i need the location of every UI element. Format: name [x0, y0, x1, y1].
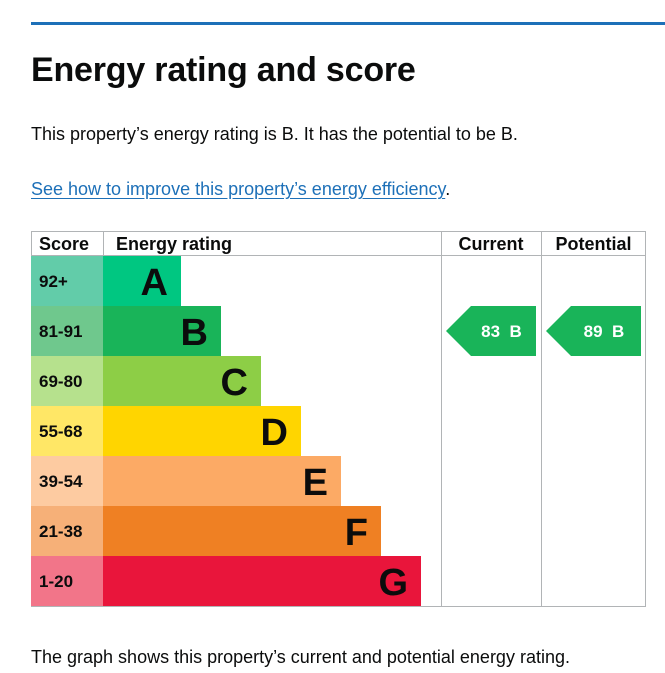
improve-efficiency-link[interactable]: See how to improve this property’s energ…	[31, 179, 446, 199]
score-range-g: 1-20	[39, 572, 73, 591]
band-letter-e: E	[303, 462, 328, 504]
band-letter-a: A	[141, 262, 168, 304]
potential-rating-label: 89 B	[584, 322, 625, 341]
band-bar-f	[103, 506, 381, 556]
band-letter-d: D	[261, 412, 288, 454]
band-letter-f: F	[345, 512, 368, 554]
header-potential: Potential	[555, 234, 631, 254]
band-bar-c	[103, 356, 261, 406]
chart-caption: The graph shows this property’s current …	[31, 647, 570, 667]
potential-rating-arrow	[546, 306, 641, 356]
score-cell-b	[31, 306, 103, 356]
score-cell-a	[31, 256, 103, 306]
band-letter-b: B	[181, 312, 208, 354]
score-cell-d	[31, 406, 103, 456]
score-range-a: 92+	[39, 272, 68, 291]
band-letter-c: C	[221, 362, 248, 404]
band-bar-e	[103, 456, 341, 506]
improve-suffix: .	[445, 179, 451, 199]
improve-paragraph: See how to improve this property’s energ…	[31, 177, 450, 201]
score-cell-e	[31, 456, 103, 506]
band-bar-a	[103, 256, 181, 306]
current-rating-arrow	[446, 306, 536, 356]
current-rating-label: 83 B	[481, 322, 522, 341]
band-bar-b	[103, 306, 221, 356]
header-energy-rating: Energy rating	[116, 234, 232, 254]
top-divider	[31, 22, 665, 25]
score-range-c: 69-80	[39, 372, 82, 391]
score-range-e: 39-54	[39, 472, 83, 491]
score-range-d: 55-68	[39, 422, 82, 441]
band-bar-g	[103, 556, 421, 606]
score-cell-f	[31, 506, 103, 556]
score-cell-c	[31, 356, 103, 406]
header-score: Score	[39, 234, 89, 254]
page-title: Energy rating and score	[31, 51, 416, 89]
rating-summary: This property’s energy rating is B. It h…	[31, 124, 518, 144]
header-current: Current	[458, 234, 523, 254]
score-range-f: 21-38	[39, 522, 82, 541]
band-letter-g: G	[378, 562, 408, 604]
score-cell-g	[31, 556, 103, 606]
band-bar-d	[103, 406, 301, 456]
score-range-b: 81-91	[39, 322, 82, 341]
